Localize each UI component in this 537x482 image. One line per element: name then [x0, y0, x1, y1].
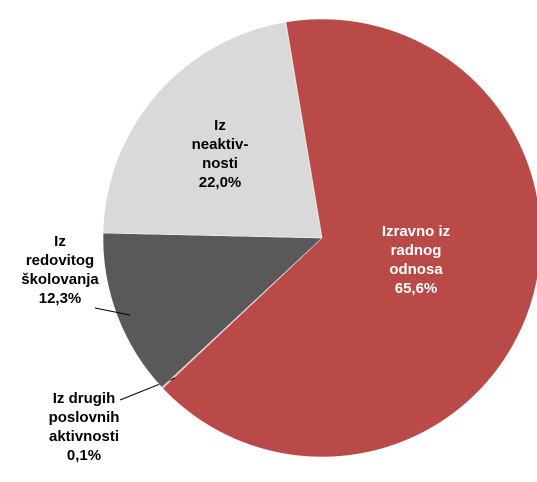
- value-label: 65,6%: [394, 280, 438, 297]
- value-label: 12,3%: [38, 290, 82, 307]
- category-label: Iz neaktiv- nosti: [191, 117, 249, 172]
- value-label: 22,0%: [198, 174, 242, 191]
- slice-label: Iz neaktiv- nosti 22,0%: [192, 116, 249, 192]
- category-label: Iz redovitog školovanja: [21, 233, 99, 288]
- value-label: 0,1%: [66, 447, 102, 464]
- pie-slice: [102, 21, 323, 239]
- pie-slice: [162, 18, 537, 458]
- pie-slice: [102, 232, 323, 388]
- slice-label: Izravno iz radnog odnosa 65,6%: [382, 222, 450, 298]
- slice-label: Iz redovitog školovanja 12,3%: [21, 232, 99, 308]
- leader-line: [94, 307, 131, 316]
- category-label: Iz drugih poslovnih aktivnosti: [48, 390, 120, 445]
- category-label: Izravno iz radnog odnosa: [381, 223, 451, 278]
- slice-label: Iz drugih poslovnih aktivnosti 0,1%: [49, 389, 120, 465]
